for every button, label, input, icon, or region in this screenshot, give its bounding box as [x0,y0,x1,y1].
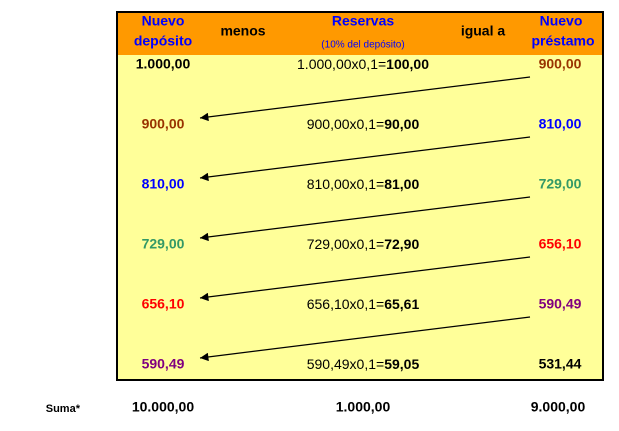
header-loan: Nuevo [540,13,583,29]
arrow [199,196,531,242]
header-reserves-note: (10% del depósito) [321,40,404,51]
header-equals: igual a [461,23,506,39]
arrow [199,136,531,182]
loan: 531,44 [539,356,582,372]
reserve-calc: 656,10x0,1=65,61 [307,296,420,312]
sum-deposit: 10.000,00 [132,399,194,415]
loan: 590,49 [539,296,582,312]
loan: 656,10 [539,236,582,252]
sum-reserve: 1.000,00 [336,399,391,415]
header-deposit: Nuevo [142,13,185,29]
formula: 810,00x0,1= [307,176,384,192]
deposit: 729,00 [142,236,185,252]
formula: 900,00x0,1= [307,116,384,132]
deposit: 656,10 [142,296,185,312]
reserve: 90,00 [384,116,419,132]
formula: 729,00x0,1= [307,236,384,252]
arrow [199,316,531,362]
loan: 900,00 [539,56,582,72]
reserve-calc: 1.000,00x0,1=100,00 [297,56,429,72]
loan: 810,00 [539,116,582,132]
deposit: 900,00 [142,116,185,132]
sum-loan: 9.000,00 [531,399,586,415]
reserve-calc: 900,00x0,1=90,00 [307,116,420,132]
arrow [199,256,531,302]
header-loan: préstamo [531,33,594,49]
reserve-calc: 729,00x0,1=72,90 [307,236,420,252]
sum-label: Suma* [46,403,81,415]
reserve: 72,90 [384,236,419,252]
table-border [116,11,604,381]
reserve-calc: 590,49x0,1=59,05 [307,356,420,372]
formula: 590,49x0,1= [307,356,384,372]
header-deposit: depósito [134,33,192,49]
arrow [199,76,531,122]
deposit: 590,49 [142,356,185,372]
deposit: 810,00 [142,176,185,192]
reserve-calc: 810,00x0,1=81,00 [307,176,420,192]
reserve: 81,00 [384,176,419,192]
body-bg [117,55,603,380]
header-bg [117,12,603,55]
deposit: 1.000,00 [136,56,191,72]
reserve: 59,05 [384,356,419,372]
header-reserves: Reservas [332,13,394,29]
reserve: 65,61 [384,296,419,312]
reserve: 100,00 [386,56,429,72]
header-minus: menos [220,23,265,39]
formula: 656,10x0,1= [307,296,384,312]
loan: 729,00 [539,176,582,192]
formula: 1.000,00x0,1= [297,56,386,72]
